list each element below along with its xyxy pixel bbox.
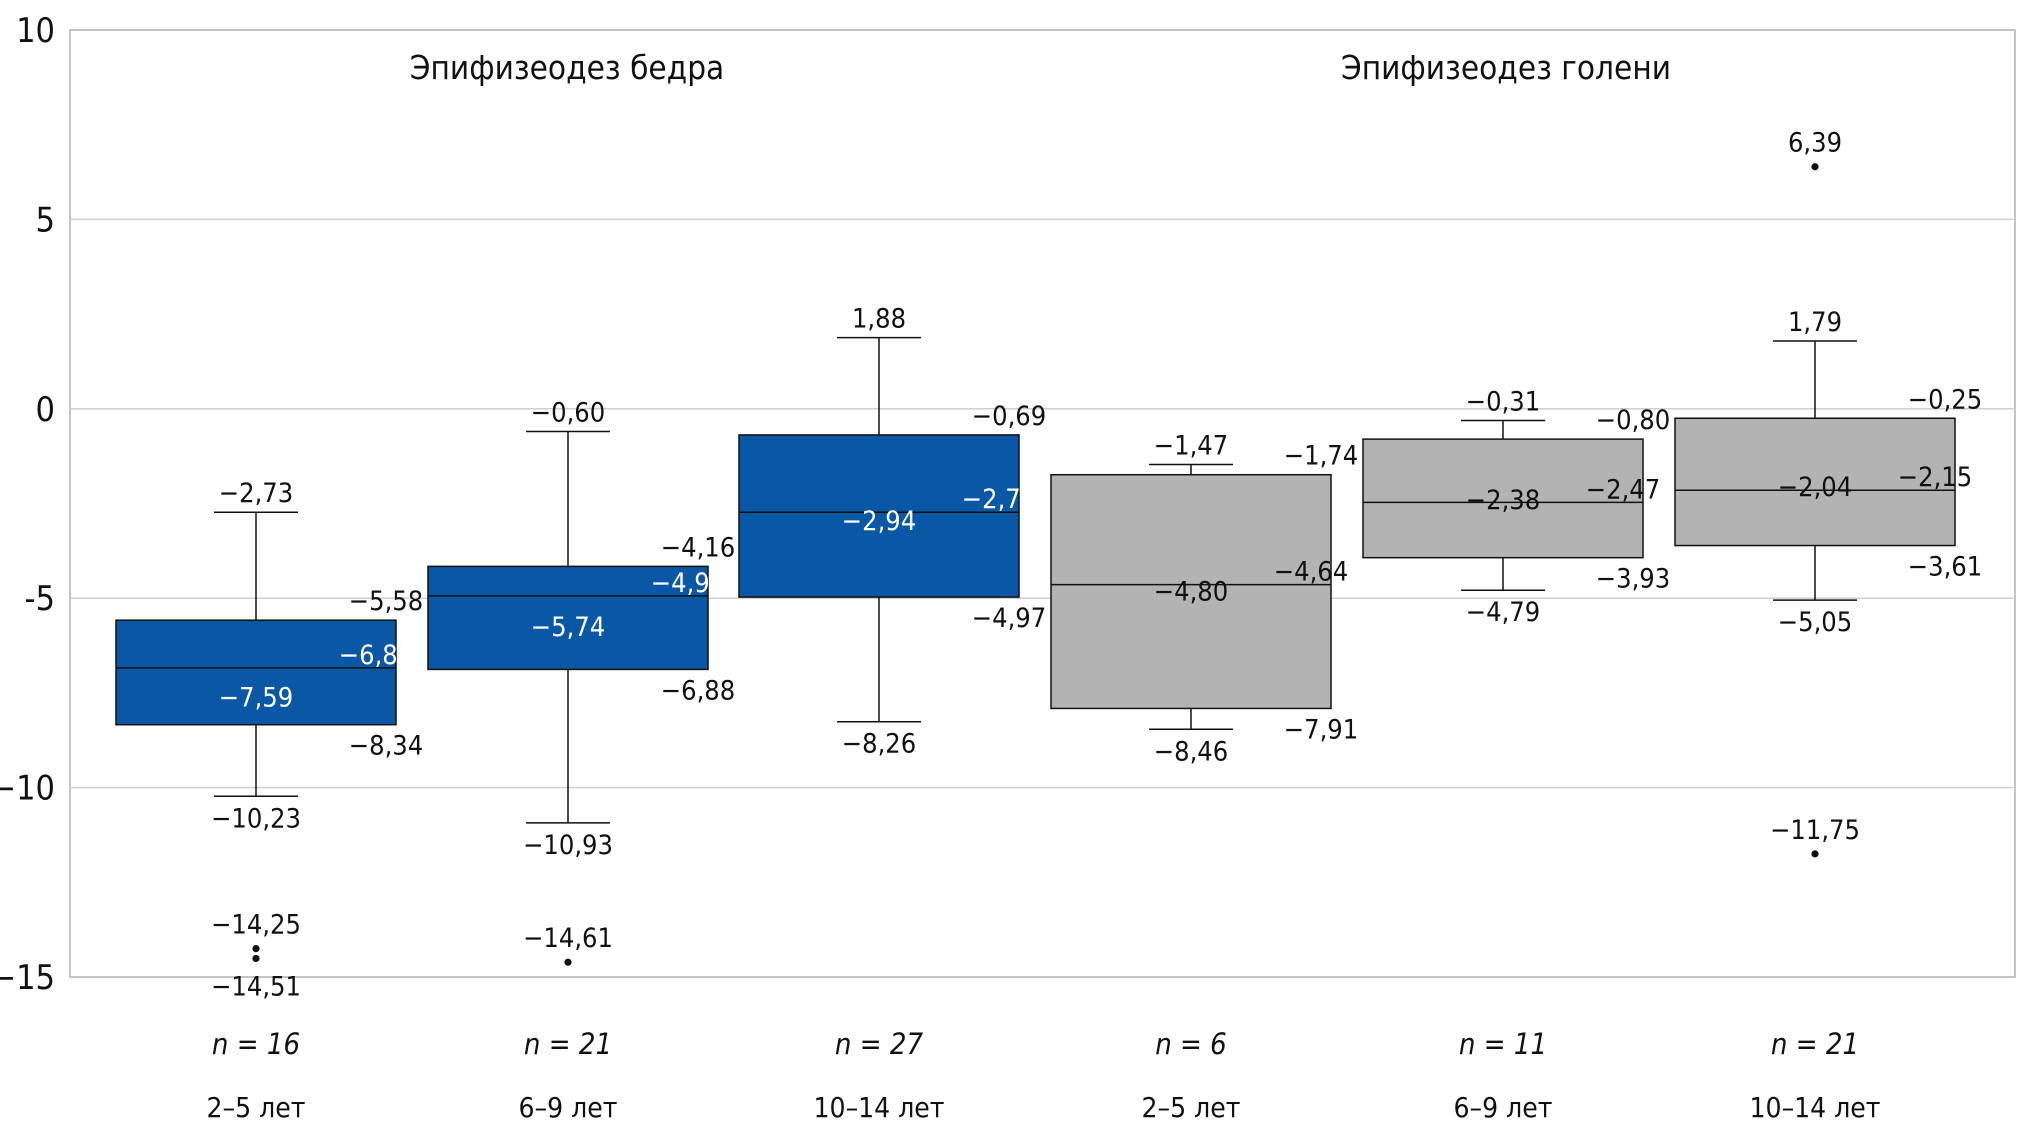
- y-tick-label: 5: [36, 200, 55, 240]
- median-label: −2,15: [1898, 462, 1972, 493]
- q3-label: −1,74: [1284, 441, 1358, 472]
- box-iqr: [1674, 417, 1956, 547]
- mean-label: −2,94: [842, 506, 916, 537]
- y-tick-label: -5: [25, 579, 56, 619]
- mean-label: −5,74: [531, 612, 605, 643]
- median-label: −2,47: [1586, 474, 1660, 505]
- q3-label: −5,58: [349, 586, 423, 617]
- sample-size-label: n = 21: [1771, 1027, 1859, 1061]
- box-6: 1,79 −5,05 −0,25 −3,61 −2,15 −2,04 6,39 −11,75: [1674, 128, 1982, 858]
- outlier-point: [1811, 850, 1819, 858]
- sample-size-label: n = 11: [1459, 1027, 1547, 1061]
- category-label: 2–5 лет: [207, 1091, 306, 1124]
- box-4: −1,47 −8,46 −1,74 −7,91 −4,64 −4,80: [1050, 430, 1358, 767]
- q3-label: −0,69: [972, 401, 1046, 432]
- whisker-low-label: −10,93: [523, 830, 613, 861]
- category-label: 6–9 лет: [1454, 1091, 1553, 1124]
- q3-label: −0,25: [1908, 384, 1982, 415]
- group-title-femur: Эпифизеодез бедра: [410, 48, 725, 87]
- median-label: −4,64: [1274, 557, 1348, 588]
- outlier-point: [564, 958, 572, 966]
- q1-label: −3,61: [1908, 552, 1982, 583]
- sample-size-label: n = 21: [524, 1027, 612, 1061]
- q1-label: −8,34: [349, 731, 423, 762]
- median-label: −2,73: [962, 484, 1036, 515]
- outlier-label: −14,25: [211, 910, 301, 941]
- whisker-high-label: 1,79: [1788, 307, 1842, 338]
- box-1: −2,73 −10,23 −5,58 −8,34 −6,84 −7,59 −14,25 −14…: [115, 478, 423, 1002]
- whisker-low-label: −10,23: [211, 803, 301, 834]
- whisker-high-label: −1,47: [1154, 430, 1228, 461]
- box-iqr: [1362, 438, 1644, 559]
- outlier-label: −14,51: [211, 971, 301, 1002]
- box-3: 1,88 −8,26 −0,69 −4,97 −2,73 −2,94: [738, 304, 1046, 760]
- outlier-point: [252, 944, 260, 953]
- mean-label: −4,80: [1154, 577, 1228, 608]
- y-tick-label: 0: [36, 390, 55, 430]
- whisker-low-label: −8,46: [1154, 736, 1228, 767]
- q3-label: −0,80: [1596, 405, 1670, 436]
- box-iqr: [427, 565, 709, 671]
- box-iqr: [115, 619, 397, 726]
- whisker-low-label: −5,05: [1778, 607, 1852, 638]
- median-label: −6,84: [339, 640, 413, 671]
- y-tick-label: −15: [0, 958, 55, 998]
- group-title-tibia: Эпифизеодез голени: [1341, 48, 1671, 87]
- whisker-high-label: 1,88: [852, 304, 906, 335]
- outlier-point: [1811, 163, 1819, 171]
- whisker-low-label: −4,79: [1466, 597, 1540, 628]
- whisker-high-label: −0,60: [531, 398, 605, 429]
- box-series: −2,73 −10,23 −5,58 −8,34 −6,84 −7,59 −14,25 −14…: [115, 128, 1982, 1002]
- whisker-low-label: −8,26: [842, 729, 916, 760]
- category-labels: n = 16 2–5 лет n = 21 6–9 лет n = 27 10–14 ле…: [207, 1027, 1881, 1124]
- median-label: −4,94: [651, 568, 725, 599]
- outlier-label: 6,39: [1788, 128, 1842, 159]
- whisker-high-label: −2,73: [219, 478, 293, 509]
- category-label: 6–9 лет: [519, 1091, 618, 1124]
- q3-label: −4,16: [661, 532, 735, 563]
- box-iqr: [738, 434, 1020, 598]
- mean-label: −2,04: [1778, 472, 1852, 503]
- category-label: 10–14 лет: [1750, 1091, 1881, 1124]
- category-label: 10–14 лет: [814, 1091, 945, 1124]
- box-5: −0,31 −4,79 −0,80 −3,93 −2,47 −2,38: [1362, 387, 1670, 628]
- outlier-label: −11,75: [1770, 815, 1860, 846]
- q1-label: −3,93: [1596, 564, 1670, 595]
- q1-label: −4,97: [972, 603, 1046, 634]
- mean-label: −2,38: [1466, 485, 1540, 516]
- whisker-high-label: −0,31: [1466, 387, 1540, 418]
- y-tick-label: −10: [0, 769, 55, 809]
- outlier-label: −14,61: [523, 923, 613, 954]
- q1-label: −6,88: [661, 675, 735, 706]
- q1-label: −7,91: [1284, 714, 1358, 745]
- sample-size-label: n = 6: [1155, 1027, 1227, 1061]
- box-iqr: [1050, 473, 1332, 710]
- group-titles: Эпифизеодез бедра Эпифизеодез голени: [410, 48, 1671, 87]
- outlier-point: [252, 954, 260, 963]
- sample-size-label: n = 16: [212, 1027, 300, 1061]
- mean-label: −7,59: [219, 682, 293, 713]
- sample-size-label: n = 27: [835, 1027, 924, 1061]
- category-label: 2–5 лет: [1142, 1091, 1241, 1124]
- y-tick-label: 10: [16, 11, 55, 51]
- grid-lines: [70, 218, 2015, 789]
- box-2: −0,60 −10,93 −4,16 −6,88 −4,94 −5,74 −14,61: [427, 398, 735, 966]
- y-axis: 10 5 0 -5 −10 −15: [0, 11, 55, 998]
